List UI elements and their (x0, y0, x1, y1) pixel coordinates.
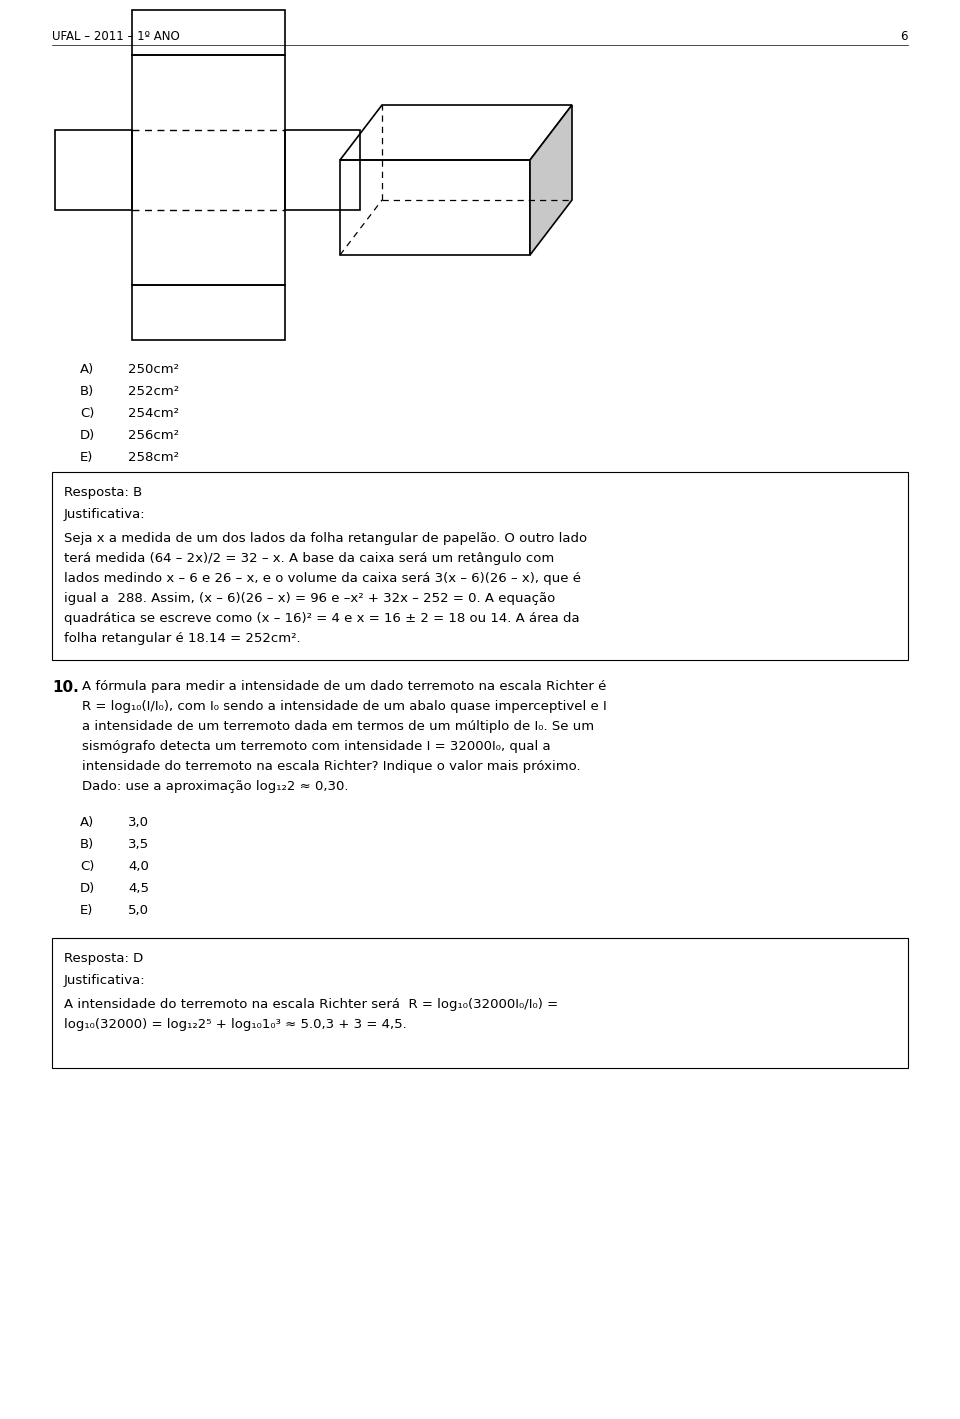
Text: D): D) (80, 429, 95, 441)
Text: folha retangular é 18.14 = 252cm².: folha retangular é 18.14 = 252cm². (64, 631, 300, 646)
Text: C): C) (80, 860, 94, 873)
Text: quadrática se escreve como (x – 16)² = 4 e x = 16 ± 2 = 18 ou 14. A área da: quadrática se escreve como (x – 16)² = 4… (64, 612, 580, 624)
Text: 4,5: 4,5 (128, 883, 149, 895)
Text: 4,0: 4,0 (128, 860, 149, 873)
Text: terá medida (64 – 2x)/2 = 32 – x. A base da caixa será um retângulo com: terá medida (64 – 2x)/2 = 32 – x. A base… (64, 552, 554, 565)
Text: B): B) (80, 839, 94, 851)
Text: igual a  288. Assim, (x – 6)(26 – x) = 96 e –x² + 32x – 252 = 0. A equação: igual a 288. Assim, (x – 6)(26 – x) = 96… (64, 592, 555, 604)
Text: 254cm²: 254cm² (128, 407, 179, 420)
Text: Justificativa:: Justificativa: (64, 973, 146, 988)
Text: 3,0: 3,0 (128, 816, 149, 829)
Text: A fórmula para medir a intensidade de um dado terremoto na escala Richter é: A fórmula para medir a intensidade de um… (82, 680, 607, 692)
Bar (132, 55, 285, 285)
Bar (52, 473, 908, 660)
Text: 256cm²: 256cm² (128, 429, 179, 441)
Text: A): A) (80, 816, 94, 829)
Text: 250cm²: 250cm² (128, 363, 179, 376)
Text: A): A) (80, 363, 94, 376)
Text: intensidade do terremoto na escala Richter? Indique o valor mais próximo.: intensidade do terremoto na escala Richt… (82, 761, 581, 773)
Text: lados medindo x – 6 e 26 – x, e o volume da caixa será 3(x – 6)(26 – x), que é: lados medindo x – 6 e 26 – x, e o volume… (64, 572, 581, 585)
Text: sismógrafo detecta um terremoto com intensidade I = 32000I₀, qual a: sismógrafo detecta um terremoto com inte… (82, 739, 551, 753)
Bar (132, 10, 285, 55)
Text: Justificativa:: Justificativa: (64, 508, 146, 521)
Bar (52, 938, 908, 1069)
Text: 6: 6 (900, 30, 908, 43)
Text: R = log₁₀(I/I₀), com I₀ sendo a intensidade de um abalo quase imperceptivel e I: R = log₁₀(I/I₀), com I₀ sendo a intensid… (82, 700, 607, 712)
Text: 252cm²: 252cm² (128, 385, 180, 397)
Text: Resposta: B: Resposta: B (64, 485, 142, 499)
Text: a intensidade de um terremoto dada em termos de um múltiplo de I₀. Se um: a intensidade de um terremoto dada em te… (82, 719, 594, 734)
Text: C): C) (80, 407, 94, 420)
Text: 10.: 10. (52, 680, 79, 695)
Text: log₁₀(32000) = log₁₂2⁵ + log₁₀1₀³ ≈ 5.0,3 + 3 = 4,5.: log₁₀(32000) = log₁₂2⁵ + log₁₀1₀³ ≈ 5.0,… (64, 1017, 407, 1032)
Text: Resposta: D: Resposta: D (64, 952, 143, 965)
Text: 258cm²: 258cm² (128, 451, 179, 464)
Polygon shape (530, 105, 572, 255)
Text: D): D) (80, 883, 95, 895)
Bar (132, 285, 285, 341)
Text: 3,5: 3,5 (128, 839, 149, 851)
Text: B): B) (80, 385, 94, 397)
Text: A intensidade do terremoto na escala Richter será  R = log₁₀(32000I₀/I₀) =: A intensidade do terremoto na escala Ric… (64, 998, 558, 1010)
Text: E): E) (80, 451, 93, 464)
Bar (285, 131, 360, 210)
Text: Dado: use a aproximação log₁₂2 ≈ 0,30.: Dado: use a aproximação log₁₂2 ≈ 0,30. (82, 780, 348, 793)
Text: E): E) (80, 904, 93, 917)
Text: 5,0: 5,0 (128, 904, 149, 917)
Text: Seja x a medida de um dos lados da folha retangular de papelão. O outro lado: Seja x a medida de um dos lados da folha… (64, 532, 588, 545)
Bar (55, 131, 132, 210)
Text: UFAL – 2011 – 1º ANO: UFAL – 2011 – 1º ANO (52, 30, 180, 43)
